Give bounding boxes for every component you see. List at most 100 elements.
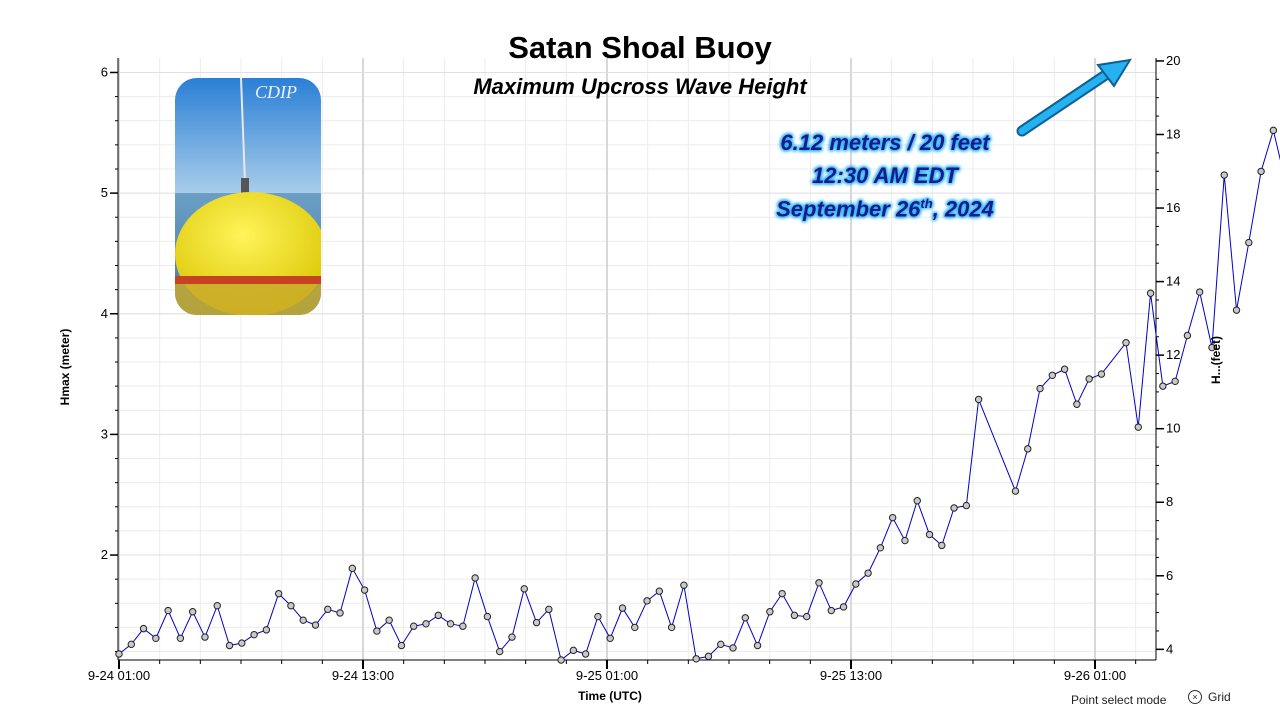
data-point[interactable] <box>1134 423 1142 431</box>
data-point[interactable] <box>741 614 750 622</box>
data-point[interactable] <box>385 616 393 624</box>
data-point[interactable] <box>569 646 578 655</box>
data-point[interactable] <box>250 630 258 639</box>
annotation-date-main: September 26 <box>776 196 921 222</box>
data-point[interactable] <box>594 612 602 621</box>
data-point[interactable] <box>667 623 676 632</box>
data-point[interactable] <box>127 640 135 649</box>
data-point[interactable] <box>618 604 627 612</box>
data-point[interactable] <box>1011 487 1020 495</box>
data-point[interactable] <box>1036 384 1044 393</box>
data-point[interactable] <box>410 622 418 630</box>
data-point[interactable] <box>434 611 442 620</box>
data-point[interactable] <box>1060 365 1069 373</box>
data-point[interactable] <box>839 603 848 611</box>
data-point[interactable] <box>876 544 885 552</box>
data-point[interactable] <box>1122 339 1130 347</box>
data-point[interactable] <box>1257 167 1265 176</box>
data-point[interactable] <box>925 530 934 539</box>
data-point[interactable] <box>532 618 541 627</box>
data-point[interactable] <box>1269 126 1278 135</box>
data-point[interactable] <box>1220 171 1228 179</box>
data-point[interactable] <box>827 606 835 615</box>
data-point[interactable] <box>938 541 946 550</box>
data-point[interactable] <box>913 497 921 505</box>
data-point[interactable] <box>888 513 897 522</box>
data-point[interactable] <box>766 608 774 616</box>
data-point[interactable] <box>164 606 172 615</box>
data-point[interactable] <box>1024 445 1032 453</box>
data-point[interactable] <box>139 624 148 633</box>
data-point[interactable] <box>704 652 713 661</box>
data-point[interactable] <box>299 616 307 624</box>
data-point[interactable] <box>225 641 234 650</box>
data-point[interactable] <box>422 620 430 628</box>
data-point[interactable] <box>557 656 565 664</box>
data-point[interactable] <box>729 644 737 652</box>
data-point[interactable] <box>790 611 799 620</box>
data-point[interactable] <box>778 589 786 598</box>
data-point[interactable] <box>545 605 553 614</box>
data-point[interactable] <box>483 612 492 621</box>
data-point[interactable] <box>1232 306 1241 314</box>
data-point[interactable] <box>1245 238 1253 247</box>
data-point[interactable] <box>238 639 246 647</box>
data-point[interactable] <box>1085 375 1093 383</box>
data-point[interactable] <box>471 574 479 582</box>
data-point[interactable] <box>852 580 860 588</box>
data-point[interactable] <box>508 633 516 641</box>
data-point[interactable] <box>201 633 209 641</box>
data-point[interactable] <box>1183 331 1192 340</box>
annotation-arrow <box>1016 58 1132 137</box>
data-point[interactable] <box>1195 288 1204 296</box>
data-point[interactable] <box>324 605 332 614</box>
data-point[interactable] <box>495 647 504 656</box>
data-point[interactable] <box>360 586 369 594</box>
grid-toggle-button[interactable]: × Grid <box>1188 690 1231 704</box>
left-axis-ticks: 2 3 4 5 6 <box>101 64 118 653</box>
data-point[interactable] <box>373 627 381 635</box>
data-point[interactable] <box>606 634 614 642</box>
chart-title: Satan Shoal Buoy <box>508 30 772 65</box>
data-point[interactable] <box>1048 371 1057 379</box>
data-point[interactable] <box>631 623 639 632</box>
data-point[interactable] <box>520 585 528 593</box>
data-point[interactable] <box>188 608 197 616</box>
data-point[interactable] <box>1208 343 1216 352</box>
data-point[interactable] <box>717 640 725 649</box>
point-select-mode[interactable]: Point select mode <box>1071 693 1167 707</box>
data-point[interactable] <box>213 602 221 610</box>
data-point[interactable] <box>692 655 700 663</box>
data-point[interactable] <box>655 587 664 595</box>
data-point[interactable] <box>287 602 295 610</box>
data-point[interactable] <box>901 536 909 545</box>
data-point[interactable] <box>1171 377 1179 386</box>
data-point[interactable] <box>1159 382 1167 390</box>
data-point[interactable] <box>311 621 320 629</box>
data-point[interactable] <box>1073 400 1081 408</box>
data-point[interactable] <box>1097 370 1106 378</box>
data-point[interactable] <box>446 620 455 628</box>
data-point[interactable] <box>115 650 123 658</box>
data-point[interactable] <box>262 626 271 634</box>
data-point[interactable] <box>176 634 185 642</box>
data-point[interactable] <box>962 501 971 510</box>
data-point[interactable] <box>459 622 467 630</box>
data-point[interactable] <box>348 564 357 573</box>
data-point[interactable] <box>974 395 983 404</box>
data-point[interactable] <box>950 504 958 512</box>
annotation-date-ordinal: th <box>920 196 933 211</box>
data-point[interactable] <box>336 609 344 617</box>
data-point[interactable] <box>753 641 762 650</box>
data-point[interactable] <box>152 634 160 642</box>
data-point[interactable] <box>274 589 283 598</box>
data-point[interactable] <box>1146 289 1155 297</box>
data-point[interactable] <box>643 597 651 605</box>
data-point[interactable] <box>397 641 406 650</box>
data-point[interactable] <box>803 612 811 621</box>
data-point[interactable] <box>581 650 590 658</box>
data-point[interactable] <box>680 581 688 589</box>
data-point[interactable] <box>815 579 823 587</box>
data-point[interactable] <box>864 569 872 577</box>
data-points[interactable] <box>115 55 1280 664</box>
